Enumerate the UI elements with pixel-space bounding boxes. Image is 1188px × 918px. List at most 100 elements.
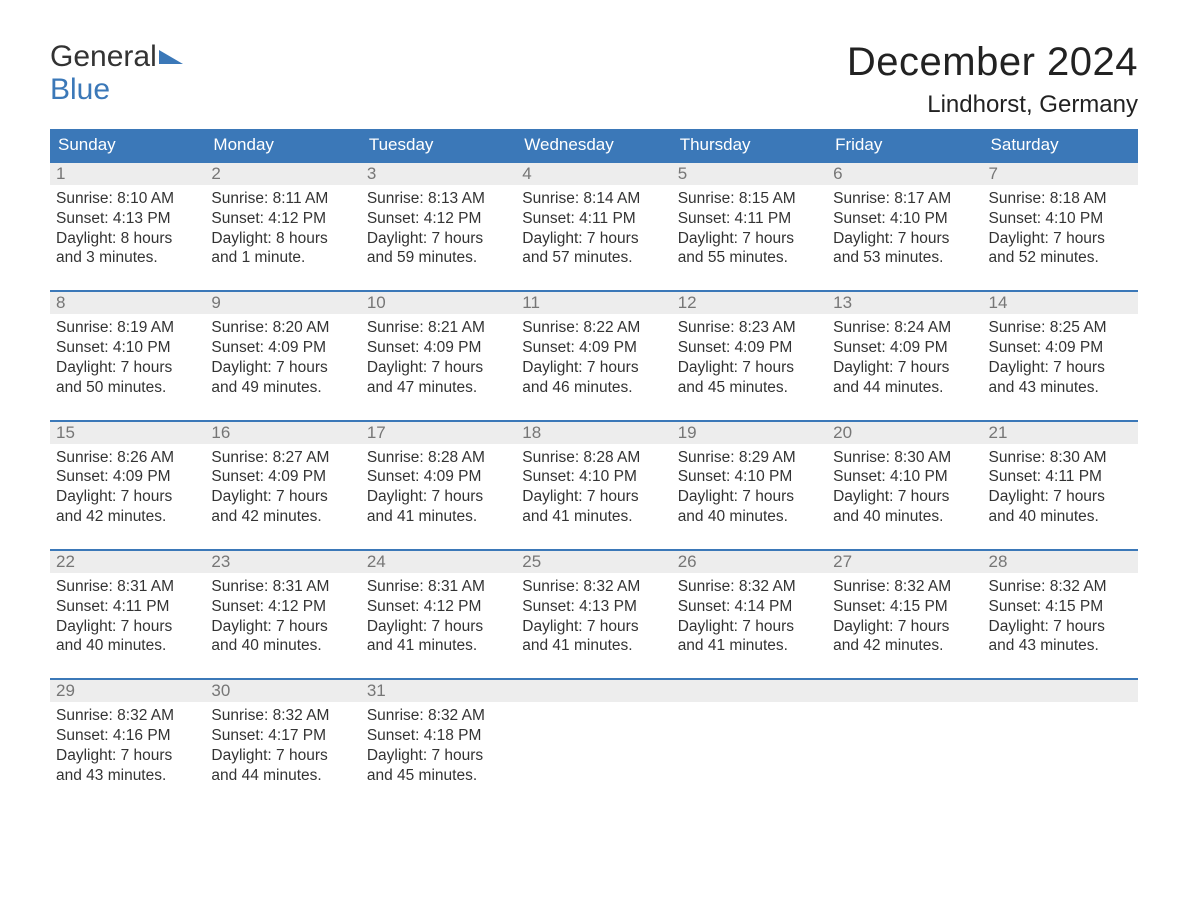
daylight-text-line2: and 42 minutes.: [833, 636, 976, 656]
sunset-text: Sunset: 4:13 PM: [56, 209, 199, 229]
daylight-text-line2: and 47 minutes.: [367, 378, 510, 398]
day-number: 31: [361, 680, 516, 702]
day-cell: Sunrise: 8:21 AMSunset: 4:09 PMDaylight:…: [361, 314, 516, 401]
daylight-text-line1: Daylight: 7 hours: [989, 487, 1132, 507]
day-cell: Sunrise: 8:32 AMSunset: 4:15 PMDaylight:…: [983, 573, 1138, 660]
day-cell: Sunrise: 8:13 AMSunset: 4:12 PMDaylight:…: [361, 185, 516, 272]
logo-word2: Blue: [50, 73, 110, 106]
day-cell: Sunrise: 8:32 AMSunset: 4:18 PMDaylight:…: [361, 702, 516, 789]
sunrise-text: Sunrise: 8:31 AM: [211, 577, 354, 597]
daylight-text-line1: Daylight: 7 hours: [211, 746, 354, 766]
daylight-text-line1: Daylight: 7 hours: [833, 617, 976, 637]
daylight-text-line1: Daylight: 7 hours: [833, 358, 976, 378]
daylight-text-line2: and 52 minutes.: [989, 248, 1132, 268]
day-number-row: 891011121314: [50, 292, 1138, 314]
sunrise-text: Sunrise: 8:32 AM: [56, 706, 199, 726]
day-number: [827, 680, 982, 702]
day-number: 26: [672, 551, 827, 573]
daylight-text-line2: and 1 minute.: [211, 248, 354, 268]
sunset-text: Sunset: 4:17 PM: [211, 726, 354, 746]
day-content-row: Sunrise: 8:19 AMSunset: 4:10 PMDaylight:…: [50, 314, 1138, 401]
daylight-text-line2: and 43 minutes.: [56, 766, 199, 786]
sunset-text: Sunset: 4:12 PM: [367, 209, 510, 229]
day-number: 15: [50, 422, 205, 444]
day-cell: Sunrise: 8:32 AMSunset: 4:13 PMDaylight:…: [516, 573, 671, 660]
daylight-text-line2: and 3 minutes.: [56, 248, 199, 268]
daylight-text-line2: and 40 minutes.: [989, 507, 1132, 527]
daylight-text-line1: Daylight: 7 hours: [211, 358, 354, 378]
day-number-row: 22232425262728: [50, 551, 1138, 573]
daylight-text-line1: Daylight: 7 hours: [211, 487, 354, 507]
day-number: 1: [50, 163, 205, 185]
sunset-text: Sunset: 4:10 PM: [56, 338, 199, 358]
daylight-text-line2: and 50 minutes.: [56, 378, 199, 398]
sunrise-text: Sunrise: 8:18 AM: [989, 189, 1132, 209]
sunset-text: Sunset: 4:09 PM: [367, 338, 510, 358]
dow-tuesday: Tuesday: [361, 129, 516, 161]
sunrise-text: Sunrise: 8:24 AM: [833, 318, 976, 338]
day-number: 4: [516, 163, 671, 185]
day-cell: Sunrise: 8:10 AMSunset: 4:13 PMDaylight:…: [50, 185, 205, 272]
daylight-text-line2: and 43 minutes.: [989, 636, 1132, 656]
day-cell: Sunrise: 8:22 AMSunset: 4:09 PMDaylight:…: [516, 314, 671, 401]
day-cell: Sunrise: 8:15 AMSunset: 4:11 PMDaylight:…: [672, 185, 827, 272]
sunset-text: Sunset: 4:14 PM: [678, 597, 821, 617]
day-number: 18: [516, 422, 671, 444]
week-row: 891011121314Sunrise: 8:19 AMSunset: 4:10…: [50, 290, 1138, 401]
daylight-text-line2: and 43 minutes.: [989, 378, 1132, 398]
day-number: 7: [983, 163, 1138, 185]
sunrise-text: Sunrise: 8:21 AM: [367, 318, 510, 338]
sunrise-text: Sunrise: 8:22 AM: [522, 318, 665, 338]
day-number: 21: [983, 422, 1138, 444]
day-number: 24: [361, 551, 516, 573]
sunrise-text: Sunrise: 8:30 AM: [989, 448, 1132, 468]
day-cell: Sunrise: 8:31 AMSunset: 4:11 PMDaylight:…: [50, 573, 205, 660]
sunset-text: Sunset: 4:10 PM: [522, 467, 665, 487]
sunset-text: Sunset: 4:16 PM: [56, 726, 199, 746]
sunrise-text: Sunrise: 8:13 AM: [367, 189, 510, 209]
day-cell: Sunrise: 8:23 AMSunset: 4:09 PMDaylight:…: [672, 314, 827, 401]
sunrise-text: Sunrise: 8:31 AM: [56, 577, 199, 597]
sunset-text: Sunset: 4:10 PM: [989, 209, 1132, 229]
day-number: 19: [672, 422, 827, 444]
daylight-text-line2: and 40 minutes.: [56, 636, 199, 656]
sunset-text: Sunset: 4:13 PM: [522, 597, 665, 617]
day-cell: Sunrise: 8:30 AMSunset: 4:10 PMDaylight:…: [827, 444, 982, 531]
day-content-row: Sunrise: 8:10 AMSunset: 4:13 PMDaylight:…: [50, 185, 1138, 272]
day-cell: Sunrise: 8:14 AMSunset: 4:11 PMDaylight:…: [516, 185, 671, 272]
daylight-text-line1: Daylight: 7 hours: [56, 617, 199, 637]
day-number: 22: [50, 551, 205, 573]
day-number: 23: [205, 551, 360, 573]
sunrise-text: Sunrise: 8:15 AM: [678, 189, 821, 209]
daylight-text-line1: Daylight: 7 hours: [989, 358, 1132, 378]
daylight-text-line1: Daylight: 7 hours: [367, 617, 510, 637]
dow-wednesday: Wednesday: [516, 129, 671, 161]
daylight-text-line1: Daylight: 7 hours: [833, 487, 976, 507]
day-cell: Sunrise: 8:24 AMSunset: 4:09 PMDaylight:…: [827, 314, 982, 401]
day-cell: Sunrise: 8:32 AMSunset: 4:16 PMDaylight:…: [50, 702, 205, 789]
sunset-text: Sunset: 4:12 PM: [367, 597, 510, 617]
week-row: 15161718192021Sunrise: 8:26 AMSunset: 4:…: [50, 420, 1138, 531]
sunrise-text: Sunrise: 8:30 AM: [833, 448, 976, 468]
sunset-text: Sunset: 4:09 PM: [211, 467, 354, 487]
daylight-text-line2: and 42 minutes.: [211, 507, 354, 527]
logo: General Blue: [50, 40, 185, 106]
day-number-row: 15161718192021: [50, 422, 1138, 444]
day-number: 8: [50, 292, 205, 314]
sunrise-text: Sunrise: 8:32 AM: [833, 577, 976, 597]
day-cell: Sunrise: 8:26 AMSunset: 4:09 PMDaylight:…: [50, 444, 205, 531]
daylight-text-line1: Daylight: 7 hours: [367, 229, 510, 249]
sunrise-text: Sunrise: 8:29 AM: [678, 448, 821, 468]
sunrise-text: Sunrise: 8:32 AM: [367, 706, 510, 726]
day-cell: Sunrise: 8:32 AMSunset: 4:17 PMDaylight:…: [205, 702, 360, 789]
daylight-text-line2: and 45 minutes.: [367, 766, 510, 786]
daylight-text-line2: and 41 minutes.: [678, 636, 821, 656]
daylight-text-line1: Daylight: 7 hours: [522, 617, 665, 637]
day-number: 25: [516, 551, 671, 573]
sunset-text: Sunset: 4:11 PM: [678, 209, 821, 229]
sunrise-text: Sunrise: 8:25 AM: [989, 318, 1132, 338]
sunrise-text: Sunrise: 8:32 AM: [522, 577, 665, 597]
page-title: December 2024: [847, 40, 1138, 85]
daylight-text-line2: and 59 minutes.: [367, 248, 510, 268]
daylight-text-line2: and 40 minutes.: [678, 507, 821, 527]
